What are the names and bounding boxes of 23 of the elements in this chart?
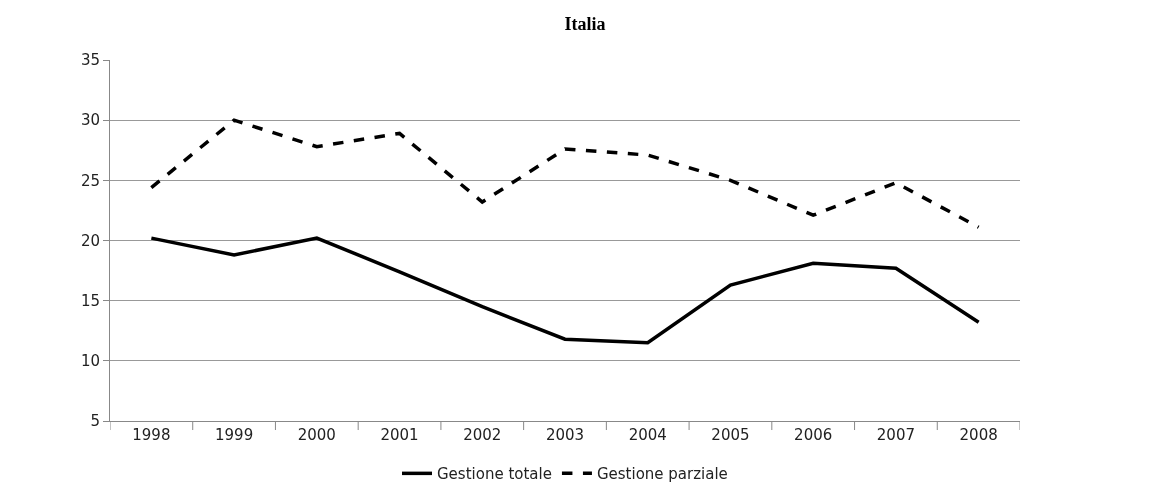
x-tick-label: 1999 <box>215 426 254 444</box>
line-series <box>149 118 981 230</box>
chart-title: Italia <box>564 14 606 35</box>
y-tick-label: 10 <box>80 352 100 371</box>
y-tick-label: 15 <box>80 291 100 310</box>
x-tick-label: 2007 <box>876 426 915 444</box>
y-tick-label: 20 <box>80 231 100 250</box>
x-tick-label: 1998 <box>132 426 171 444</box>
legend-label: Gestione totale <box>437 465 552 484</box>
x-tick-label: 2004 <box>628 426 667 444</box>
y-tick-label: 5 <box>90 412 100 431</box>
y-tick-label: 35 <box>80 51 100 70</box>
line-series <box>149 236 981 345</box>
x-tick-label: 2008 <box>959 426 998 444</box>
y-tick-label: 25 <box>80 171 100 190</box>
y-tick-label: 30 <box>80 111 100 130</box>
x-tick-label: 2006 <box>794 426 833 444</box>
legend-label: Gestione parziale <box>596 465 728 484</box>
x-tick-label: 2002 <box>463 426 502 444</box>
x-tick-label: 2003 <box>545 426 585 444</box>
x-tick-label: 2001 <box>380 426 419 444</box>
x-tick-label: 2000 <box>297 426 336 444</box>
x-tick-label: 2005 <box>711 426 750 444</box>
